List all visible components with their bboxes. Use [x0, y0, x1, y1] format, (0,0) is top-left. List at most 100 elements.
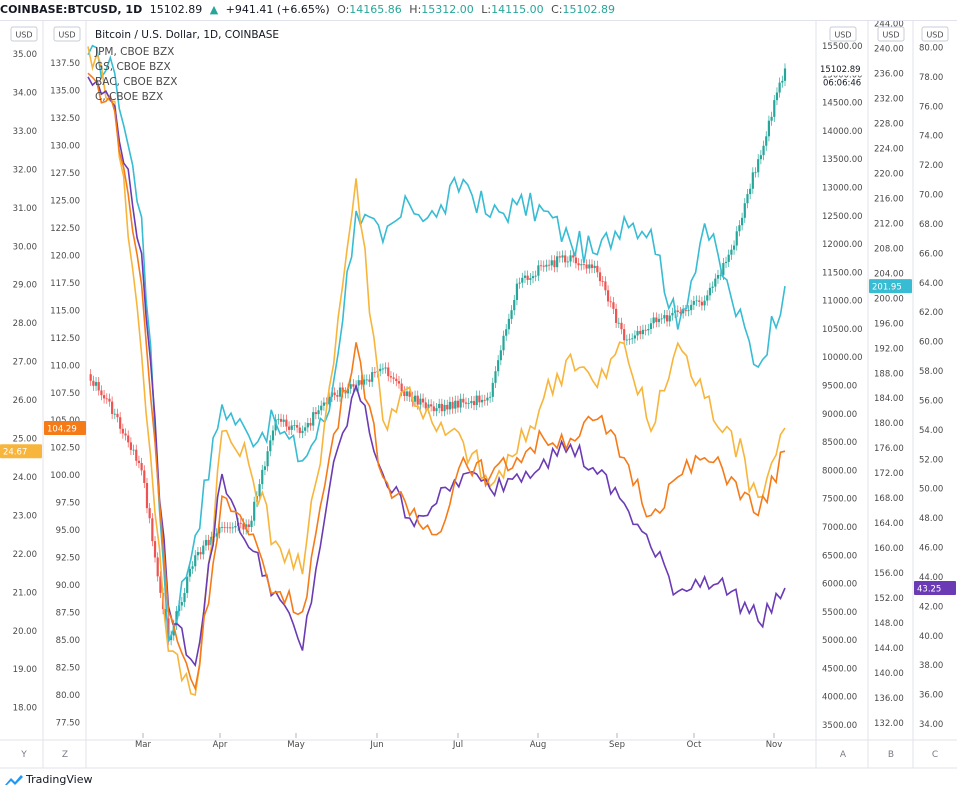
btc-candle-body [451, 401, 454, 409]
unit-tag-gs[interactable]: USD [53, 26, 81, 42]
axis-button-c[interactable]: C [932, 750, 938, 760]
btc-candle-body [499, 350, 502, 361]
bottom-axis-buttons[interactable]: Y Z A B C [20, 750, 938, 760]
btc-candle-body [438, 403, 441, 409]
up-arrow-icon: ▲ [209, 3, 219, 16]
axis-button-z[interactable]: Z [62, 750, 68, 760]
btc-last-tag: 15102.89 [820, 65, 861, 75]
bac-price-axis[interactable]: 35.00 34.00 33.00 32.00 31.00 30.00 29.00 28.00… [13, 50, 37, 714]
btc-candle-body [542, 265, 545, 267]
series-line-bac [87, 72, 786, 692]
btc-candle-body [657, 318, 661, 323]
btc-candle-body [609, 301, 612, 303]
btc-candle-body [722, 263, 725, 275]
jpm-tick: 204.00 [874, 269, 904, 279]
unit-tag-jpm[interactable]: USD [877, 26, 905, 42]
time-label-apr: Apr [213, 740, 228, 750]
unit-tag-btc[interactable]: USD [829, 26, 857, 42]
btc-candle-body [582, 264, 586, 266]
btc-candle-body [644, 329, 647, 331]
jpm-tick: 184.00 [874, 394, 904, 404]
c-tick: 56.00 [919, 396, 943, 406]
btc-candle-body [743, 203, 746, 218]
symbol-name[interactable]: COINBASE:BTCUSD, 1D [0, 3, 143, 16]
btc-candle-body [724, 261, 728, 264]
btc-candle-body [475, 395, 478, 406]
bac-last-tag: 24.67 [3, 448, 27, 458]
jpm-tick: 212.00 [874, 219, 904, 229]
btc-tick: 10500.00 [822, 325, 863, 335]
jpm-tick: 136.00 [874, 694, 904, 704]
btc-candle-body [641, 329, 645, 335]
btc-candle-body [430, 404, 433, 407]
btc-candle-body [679, 311, 682, 314]
gs-last-tag-bg [44, 421, 86, 436]
btc-candle-body [738, 225, 741, 232]
btc-tick: 8500.00 [822, 438, 857, 448]
btc-candle-body [132, 449, 135, 451]
price-chart[interactable]: 35.00 34.00 33.00 32.00 31.00 30.00 29.00 28.00… [0, 21, 957, 769]
bac-tick: 30.00 [13, 242, 37, 252]
btc-candle-body [660, 318, 663, 320]
c-tick: 60.00 [919, 338, 943, 348]
tradingview-brand[interactable]: TradingView [26, 773, 93, 786]
btc-candle-body [561, 255, 564, 258]
axis-button-a[interactable]: A [840, 750, 847, 760]
btc-candle-body [312, 412, 315, 426]
btc-candle-body [765, 136, 768, 146]
btc-candle-body [403, 391, 406, 397]
btc-candle-body [730, 249, 733, 255]
btc-candle-body [534, 275, 537, 277]
btc-candle-body [652, 317, 655, 324]
btc-candle-body [424, 402, 427, 409]
axis-button-b[interactable]: B [888, 750, 894, 760]
btc-candles [89, 63, 787, 646]
btc-candle-body [108, 398, 111, 402]
bac-tick: 18.00 [13, 704, 37, 714]
btc-candle-body [649, 323, 653, 330]
btc-candle-body [478, 395, 481, 403]
jpm-last-tag-bg [869, 279, 912, 294]
gs-tick: 100.00 [50, 471, 80, 481]
time-axis[interactable]: Mar Apr May Jun Jul Aug Sep Oct Nov [135, 733, 782, 750]
btc-candle-body [153, 541, 157, 558]
btc-candle-body [759, 155, 762, 160]
btc-candle-body [290, 425, 293, 430]
btc-candle-body [271, 430, 275, 441]
btc-candle-body [320, 405, 323, 411]
unit-tag-bac[interactable]: USD [10, 26, 38, 42]
gs-tick: 117.50 [50, 279, 80, 289]
unit-tag-c[interactable]: USD [921, 26, 949, 42]
btc-candle-body [459, 398, 462, 408]
axis-button-y[interactable]: Y [20, 750, 27, 760]
btc-candle-body [306, 422, 309, 428]
btc-candle-body [427, 404, 430, 409]
c-tick: 44.00 [919, 573, 943, 583]
btc-candle-body [293, 425, 296, 426]
time-label-oct: Oct [687, 740, 702, 750]
btc-candle-body [606, 290, 610, 302]
btc-candle-body [569, 255, 572, 262]
jpm-price-axis[interactable]: 244.00 240.00 236.00 232.00 228.00 224.00 220.… [874, 21, 904, 729]
btc-candle-body [333, 392, 336, 396]
btc-candle-body [314, 412, 317, 415]
btc-candle-body [628, 338, 631, 340]
c-last-tag: 43.25 [917, 584, 941, 594]
bac-tick: 25.00 [13, 435, 37, 445]
btc-tick: 12500.00 [822, 212, 863, 222]
btc-candle-body [513, 300, 516, 311]
legend-c: C, CBOE BZX [95, 91, 163, 103]
btc-candle-body [593, 265, 596, 269]
c-tick: 34.00 [919, 720, 943, 730]
btc-candle-body [706, 295, 709, 301]
btc-tick: 5000.00 [822, 636, 857, 646]
btc-candle-body [596, 265, 599, 273]
btc-candle-body [580, 264, 583, 266]
c-tick: 38.00 [919, 661, 943, 671]
btc-candle-body [215, 533, 218, 537]
gs-tick: 92.50 [56, 554, 80, 564]
c-price-axis[interactable]: 80.00 78.00 76.00 74.00 72.00 70.00 68.00 66.00… [919, 44, 943, 731]
close-value: 15102.89 [562, 3, 616, 16]
unit-tag-btc-label: USD [834, 31, 851, 40]
jpm-tick: 152.00 [874, 594, 904, 604]
